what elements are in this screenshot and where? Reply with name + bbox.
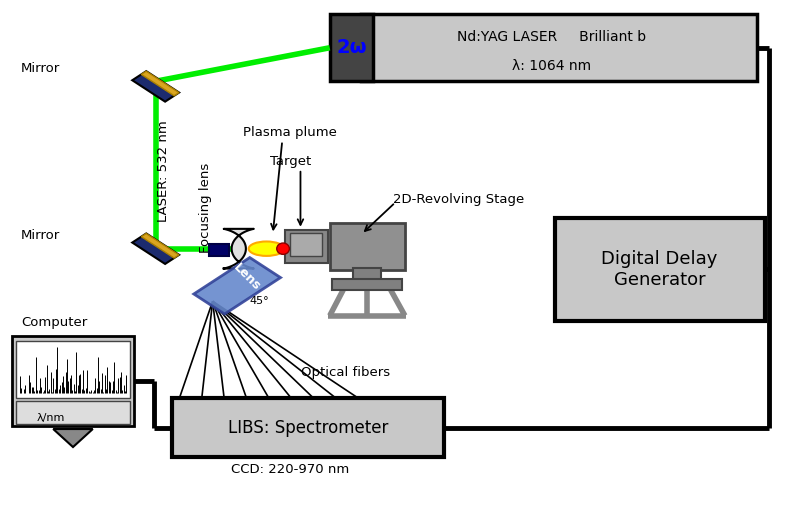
Text: Optical fibers: Optical fibers — [301, 366, 390, 379]
Bar — [290, 233, 322, 256]
Polygon shape — [194, 257, 280, 314]
Ellipse shape — [277, 243, 289, 254]
Text: λ/nm: λ/nm — [37, 413, 64, 423]
Text: Computer: Computer — [21, 315, 87, 328]
Bar — [210, 243, 229, 256]
Text: Target: Target — [269, 154, 310, 168]
Bar — [361, 15, 757, 81]
Text: 2ω: 2ω — [336, 38, 367, 57]
Text: LIBS: Spectrometer: LIBS: Spectrometer — [228, 419, 388, 437]
Polygon shape — [133, 71, 179, 102]
Text: LASER: 532 nm: LASER: 532 nm — [157, 121, 170, 222]
Text: Digital Delay
Generator: Digital Delay Generator — [602, 250, 718, 289]
Bar — [330, 223, 405, 270]
Text: 45°: 45° — [249, 296, 269, 306]
Text: Mirror: Mirror — [21, 229, 60, 242]
Text: 2D-Revolving Stage: 2D-Revolving Stage — [393, 193, 524, 206]
Bar — [172, 398, 445, 457]
Polygon shape — [53, 429, 93, 447]
Text: Mirror: Mirror — [21, 62, 60, 75]
Bar — [12, 336, 134, 426]
Text: Plasma plume: Plasma plume — [243, 126, 337, 139]
Bar — [332, 279, 402, 290]
Bar — [555, 218, 765, 321]
Polygon shape — [224, 229, 254, 268]
Polygon shape — [141, 71, 179, 96]
Text: CCD: 220-970 nm: CCD: 220-970 nm — [231, 463, 349, 476]
Text: Nd:YAG LASER     Brilliant b: Nd:YAG LASER Brilliant b — [457, 31, 646, 45]
Bar — [353, 268, 381, 280]
Bar — [16, 401, 130, 424]
Bar — [284, 229, 328, 263]
Text: Lens: Lens — [230, 262, 263, 294]
Bar — [330, 15, 373, 81]
Ellipse shape — [249, 241, 284, 256]
Text: Focusing lens: Focusing lens — [199, 162, 212, 253]
Bar — [16, 341, 130, 398]
Text: λ: 1064 nm: λ: 1064 nm — [511, 59, 591, 73]
Polygon shape — [133, 234, 179, 264]
Polygon shape — [141, 234, 179, 258]
